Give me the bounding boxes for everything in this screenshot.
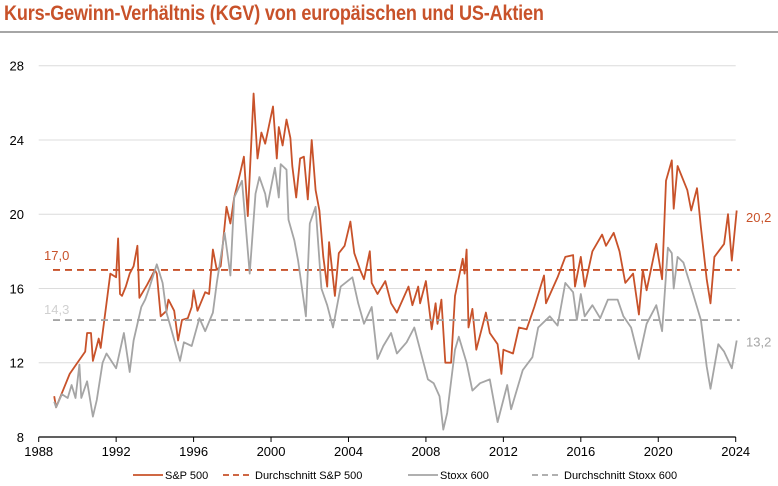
x-tick-label: 2004 <box>334 444 363 459</box>
x-tick-label: 2016 <box>566 444 595 459</box>
x-tick-label: 1988 <box>24 444 53 459</box>
legend-label: Stoxx 600 <box>440 470 489 482</box>
x-tick-label: 2012 <box>489 444 518 459</box>
end-label-sp500: 20,2 <box>746 210 771 225</box>
series-line-stoxx600 <box>53 163 738 431</box>
x-tick-label: 2020 <box>644 444 673 459</box>
end-label-stoxx600: 13,2 <box>746 334 771 349</box>
y-tick-label: 8 <box>17 430 24 445</box>
x-tick-label: 1996 <box>179 444 208 459</box>
chart-title: Kurs-Gewinn-Verhältnis (KGV) von europäi… <box>4 2 544 25</box>
legend-label: Durchschnitt S&P 500 <box>255 470 362 482</box>
y-tick-label: 28 <box>10 59 24 74</box>
avg-label-sp500: 17,0 <box>44 248 69 263</box>
series-line-sp500 <box>53 92 738 409</box>
x-tick-label: 2000 <box>257 444 286 459</box>
y-tick-label: 12 <box>10 356 24 371</box>
y-tick-label: 20 <box>10 207 24 222</box>
x-tick-label: 1992 <box>102 444 131 459</box>
title-divider <box>0 31 778 33</box>
y-tick-label: 24 <box>10 133 24 148</box>
legend-label: S&P 500 <box>165 470 208 482</box>
y-tick-label: 16 <box>10 281 24 296</box>
legend-label: Durchschnitt Stoxx 600 <box>564 470 677 482</box>
x-tick-label: 2008 <box>411 444 440 459</box>
x-tick-label: 2024 <box>721 444 750 459</box>
avg-label-stoxx600: 14,3 <box>44 302 69 317</box>
